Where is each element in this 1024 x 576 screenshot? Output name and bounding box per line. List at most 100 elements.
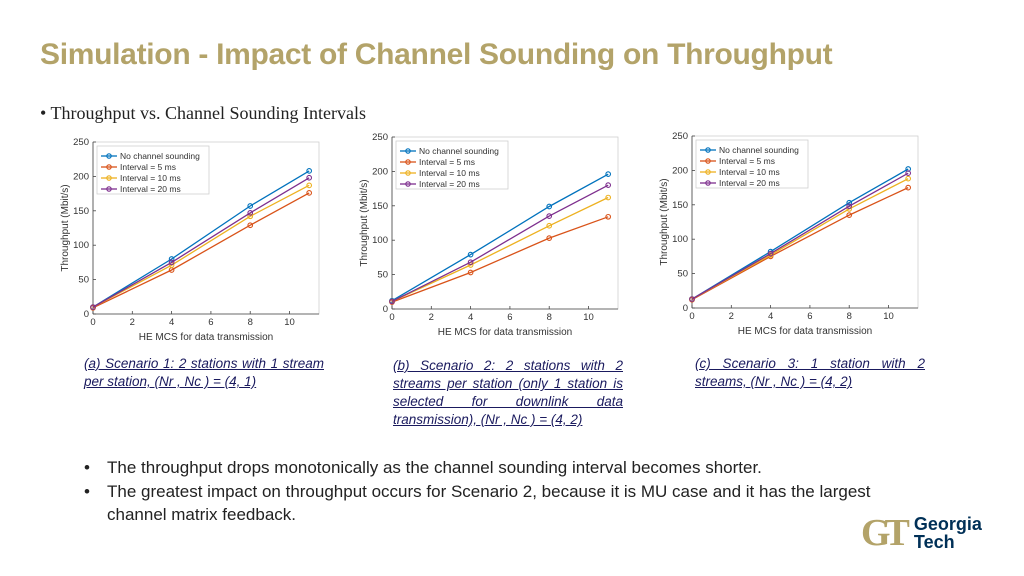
x-tick-label: 2	[130, 317, 135, 328]
legend-marker	[405, 170, 411, 176]
slide-title: Simulation - Impact of Channel Sounding …	[40, 38, 833, 71]
series-line	[691, 187, 909, 301]
data-point	[605, 213, 612, 220]
legend-box	[695, 139, 809, 189]
legend-marker	[705, 158, 711, 164]
y-tick-label: 0	[383, 304, 388, 315]
legend-label: Interval = 10 ms	[120, 173, 181, 183]
legend-marker	[705, 147, 711, 153]
x-tick-label: 2	[429, 312, 434, 323]
x-tick-label: 0	[90, 317, 95, 328]
series-line	[92, 170, 310, 308]
y-tick-label: 200	[672, 165, 688, 176]
y-tick-label: 0	[683, 303, 688, 314]
caption-scenario-1: (a) Scenario 1: 2 stations with 1 stream…	[84, 356, 324, 389]
caption-scenario-2: (b) Scenario 2: 2 stations with 2 stream…	[393, 358, 623, 427]
data-point	[247, 222, 254, 229]
data-point	[467, 259, 474, 266]
series-line	[92, 177, 310, 308]
legend-marker	[106, 186, 112, 192]
chart-svg: 0 50 100 150 200 250 0 2 4 6 8 10 HE MCS for data tr…	[359, 132, 619, 338]
legend-label: Interval = 5 ms	[120, 162, 176, 172]
y-axis-label: Throughput (Mbit/s)	[359, 179, 370, 266]
x-tick-label: 10	[883, 311, 894, 322]
data-point	[90, 304, 96, 310]
y-tick-label: 50	[677, 269, 688, 280]
legend-box	[395, 140, 509, 190]
x-axis-label: HE MCS for data transmission	[139, 332, 274, 343]
y-tick-label: 150	[672, 200, 688, 211]
gt-logo-mark: GT	[861, 512, 910, 554]
legend-label: No channel sounding	[719, 145, 799, 155]
y-tick-label: 250	[372, 132, 388, 143]
legend-marker	[705, 169, 711, 175]
data-point	[767, 250, 774, 257]
data-point	[306, 168, 313, 174]
x-tick-label: 0	[689, 311, 694, 322]
legend-label: Interval = 20 ms	[419, 179, 480, 189]
y-tick-label: 100	[672, 234, 688, 245]
data-point	[846, 212, 853, 218]
legend-marker	[405, 159, 411, 165]
legend-label: Interval = 10 ms	[719, 167, 780, 177]
legend-label: Interval = 20 ms	[120, 184, 181, 194]
data-point	[605, 171, 612, 178]
series-line	[691, 172, 909, 300]
x-tick-label: 6	[807, 311, 812, 322]
x-axis-label: HE MCS for data transmission	[738, 326, 873, 337]
legend-marker	[405, 181, 411, 187]
x-tick-label: 0	[389, 312, 394, 323]
chart-svg: 0 50 100 150 200 250 0 2 4 6 8 10 HE MCS for data tr…	[60, 137, 320, 343]
legend-label: No channel sounding	[419, 146, 499, 156]
data-point	[605, 194, 612, 201]
data-point	[247, 203, 254, 209]
legend-label: No channel sounding	[120, 151, 200, 161]
data-point	[546, 222, 553, 229]
chart-scenario-3: 0 50 100 150 200 250 0 2 4 6 8 10 HE MCS for data tr…	[655, 130, 923, 340]
data-point	[605, 182, 612, 189]
y-tick-label: 100	[73, 240, 89, 251]
x-tick-label: 10	[583, 312, 594, 323]
y-tick-label: 250	[73, 137, 89, 148]
legend-label: Interval = 5 ms	[719, 156, 775, 166]
x-tick-label: 6	[208, 317, 213, 328]
data-point	[905, 175, 912, 182]
data-point	[905, 184, 912, 191]
chart-svg: 0 50 100 150 200 250 0 2 4 6 8 10 HE MCS for data tr…	[659, 131, 919, 337]
legend-label: Interval = 10 ms	[419, 168, 480, 178]
x-tick-label: 4	[768, 311, 773, 322]
series-line	[92, 192, 310, 309]
legend-marker	[106, 153, 112, 159]
legend-marker	[405, 148, 411, 154]
data-point	[846, 203, 853, 210]
y-tick-label: 250	[672, 131, 688, 142]
series-line	[691, 168, 909, 300]
y-axis-label: Throughput (Mbit/s)	[659, 178, 670, 265]
legend-marker	[106, 164, 112, 170]
data-point	[467, 251, 474, 258]
y-tick-label: 50	[377, 270, 388, 281]
x-tick-label: 8	[547, 312, 552, 323]
x-axis-label: HE MCS for data transmission	[438, 327, 573, 338]
x-tick-label: 4	[468, 312, 473, 323]
series-line	[92, 184, 310, 308]
conclusion-item: The greatest impact on throughput occurs…	[82, 480, 922, 527]
legend-marker	[106, 175, 112, 181]
data-point	[168, 256, 175, 262]
y-tick-label: 0	[84, 309, 89, 320]
data-point	[905, 170, 912, 177]
series-line	[391, 173, 609, 302]
data-point	[168, 259, 175, 266]
slide-subtitle: • Throughput vs. Channel Sounding Interv…	[40, 103, 366, 123]
y-axis-label: Throughput (Mbit/s)	[60, 184, 71, 271]
data-point	[546, 213, 553, 219]
georgia-tech-logo: GT Georgia Tech	[861, 512, 982, 554]
legend-marker	[705, 180, 711, 186]
legend-box	[96, 145, 210, 195]
x-tick-label: 8	[847, 311, 852, 322]
chart-scenario-2: 0 50 100 150 200 250 0 2 4 6 8 10 HE MCS for data tr…	[355, 131, 623, 341]
y-tick-label: 200	[372, 166, 388, 177]
series-line	[391, 196, 609, 302]
